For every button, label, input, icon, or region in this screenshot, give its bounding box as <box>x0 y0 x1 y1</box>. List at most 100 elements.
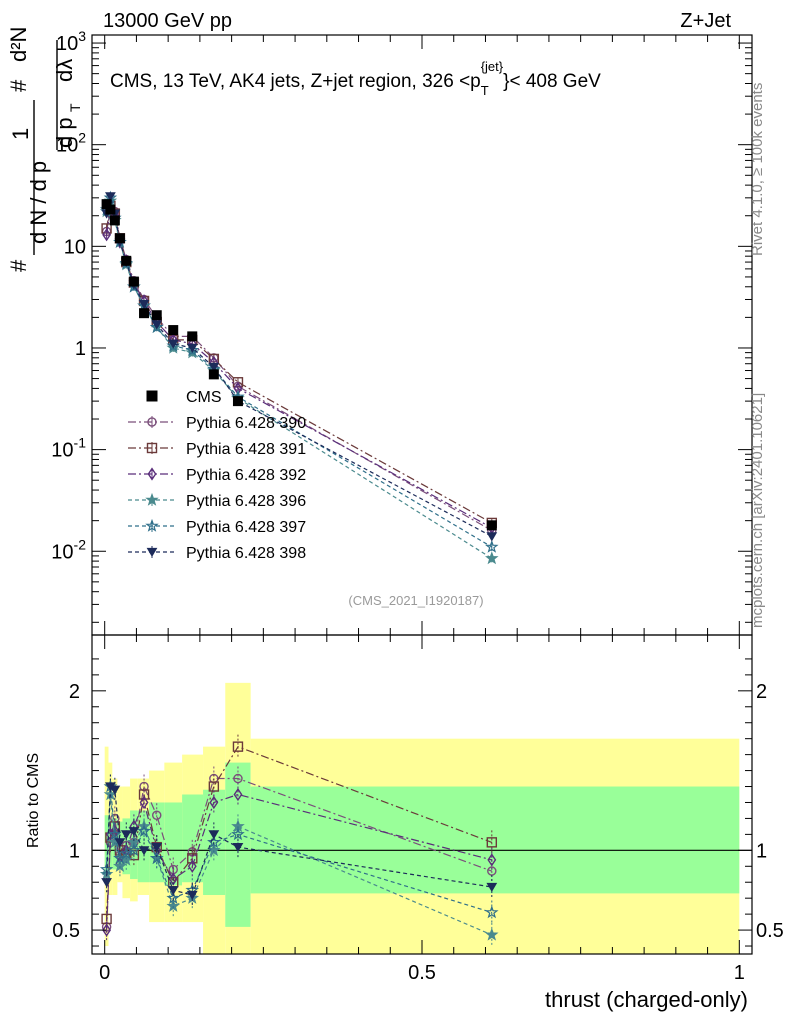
series-point <box>167 339 179 349</box>
series-point <box>485 539 499 553</box>
ratio-point <box>139 795 149 810</box>
header-left: 13000 GeV pp <box>103 10 232 32</box>
ratio-point <box>138 846 150 856</box>
legend-label: CMS <box>186 389 222 406</box>
ratio-point <box>166 899 181 912</box>
x-axis-label: thrust (charged-only) <box>545 987 748 1012</box>
series-point <box>208 362 220 373</box>
series-point <box>186 343 198 354</box>
legend-label: Pythia 6.428 391 <box>186 441 306 458</box>
ratio-uncertainty-bands <box>92 682 752 954</box>
ratio-point <box>167 886 179 896</box>
ratio-point <box>186 890 198 901</box>
ratio-tick-label: 2 <box>69 681 80 703</box>
ratio-point <box>120 830 132 840</box>
rivet-label: Rivet 4.1.0, ≥ 100k events <box>749 83 766 256</box>
svg-text:1: 1 <box>8 128 33 140</box>
series-line <box>106 196 493 537</box>
ratio-point <box>207 835 221 849</box>
ratio-point <box>137 824 151 838</box>
data-point <box>109 215 120 226</box>
ratio-point <box>108 827 122 841</box>
svg-text:T: T <box>67 103 83 112</box>
data-point <box>128 276 139 287</box>
ratio-point <box>486 837 498 848</box>
x-tick-label: 1 <box>734 962 745 984</box>
y-tick-label: 10-1 <box>51 435 86 462</box>
y-tick-label: 1 <box>75 338 86 360</box>
legend-label: Pythia 6.428 396 <box>186 493 306 510</box>
x-tick-label: 0 <box>99 962 110 984</box>
y-tick-label: 10-2 <box>51 536 86 563</box>
data-point <box>139 308 150 319</box>
legend-label: Pythia 6.428 392 <box>186 467 306 484</box>
svg-text:#: # <box>6 259 31 272</box>
ratio-tick-label-right: 1 <box>756 840 767 862</box>
series-point <box>151 320 163 330</box>
svg-text:#: # <box>6 79 31 92</box>
data-point <box>208 369 219 380</box>
inner-band-bin <box>250 786 740 894</box>
legend-marker <box>147 417 157 427</box>
ratio-point <box>128 827 140 837</box>
legend-marker <box>147 467 157 481</box>
ratio-ylabel: Ratio to CMS <box>25 753 42 848</box>
series-point <box>102 228 112 242</box>
ratio-point <box>485 905 499 919</box>
legend-label: Pythia 6.428 398 <box>186 545 306 562</box>
legend-marker <box>146 390 158 402</box>
ratio-tick-label-right: 0.5 <box>756 920 784 942</box>
ratio-point <box>232 843 244 853</box>
legend-label: Pythia 6.428 397 <box>186 519 306 536</box>
ratio-point <box>208 830 220 840</box>
ratio-point <box>127 843 141 857</box>
mcplots-label: mcplots.cern.ch [arXiv:2401.10621] <box>749 393 766 628</box>
series-point <box>486 532 498 542</box>
ratio-point <box>187 859 197 873</box>
ratio-series-layer <box>99 734 499 947</box>
y-tick-label: 103 <box>56 28 86 55</box>
ratio-point <box>207 843 221 857</box>
svg-text:d²N: d²N <box>6 27 31 62</box>
data-point <box>168 325 179 336</box>
ratio-point <box>151 843 163 853</box>
ratio-point <box>486 882 498 893</box>
data-point <box>151 310 162 321</box>
legend-marker <box>145 518 159 532</box>
ratio-tick-label: 1 <box>69 840 80 862</box>
legend-label: Pythia 6.428 390 <box>186 415 306 432</box>
ratio-point <box>166 891 181 904</box>
data-point <box>187 331 198 342</box>
chart-title: CMS, 13 TeV, AK4 jets, Z+jet region, 326… <box>110 59 601 98</box>
ratio-tick-label-right: 2 <box>756 681 767 703</box>
ratio-point <box>114 838 126 848</box>
header-right: Z+Jet <box>680 10 731 32</box>
series-point <box>138 300 150 310</box>
main-series-layer <box>99 190 499 565</box>
inner-band-bin <box>182 794 204 883</box>
legend: CMS Pythia 6.428 390 Pythia 6.428 391 Pythi… <box>128 389 306 562</box>
ratio-point <box>487 853 497 867</box>
ratio-point <box>101 878 112 888</box>
ratio-tick-label: 0.5 <box>52 920 80 942</box>
y-tick-label: 102 <box>56 130 86 157</box>
series-point <box>485 551 499 565</box>
svg-text:d p: d p <box>52 117 77 148</box>
data-point <box>121 255 132 266</box>
data-point <box>105 204 116 215</box>
data-point <box>232 396 243 407</box>
ratio-point <box>232 741 244 752</box>
ratio-point <box>119 846 134 860</box>
data-point <box>114 233 125 244</box>
data-point <box>486 520 497 531</box>
x-tick-label: 0.5 <box>408 962 436 984</box>
ratio-point <box>209 795 219 810</box>
watermark: (CMS_2021_I1920187) <box>348 593 483 608</box>
svg-text:dλ: dλ <box>52 59 77 82</box>
ratio-point <box>233 787 243 802</box>
legend-marker <box>145 492 159 506</box>
legend-marker <box>146 547 158 558</box>
ratio-point <box>151 810 162 820</box>
ratio-point <box>485 927 499 941</box>
